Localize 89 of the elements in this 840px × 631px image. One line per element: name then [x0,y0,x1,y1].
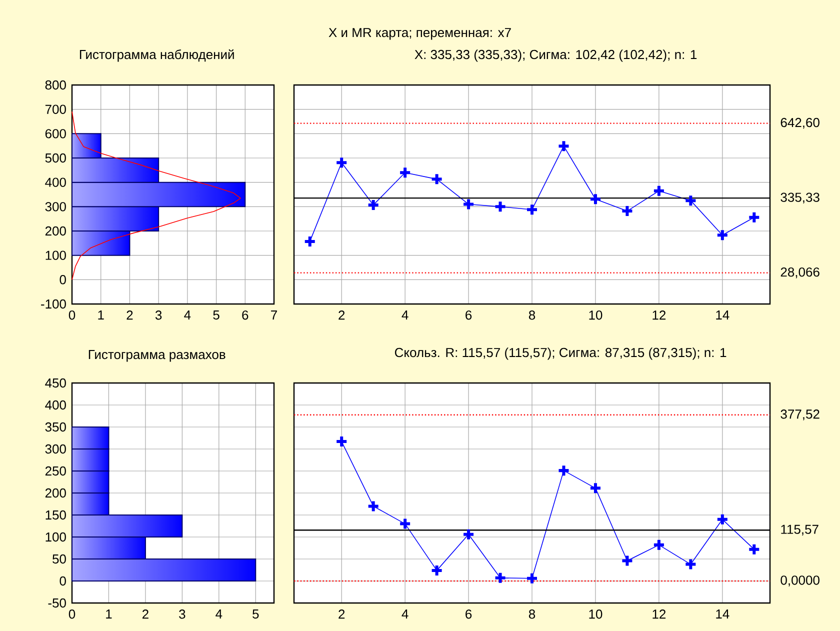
ref-line-label: 115,57 [781,524,818,536]
point [430,564,444,577]
point [366,500,380,513]
y-tick-label: 500 [45,153,66,163]
y-tick-label: 300 [45,444,66,454]
y-tick-label: 250 [45,466,66,476]
y-tick-label: 200 [45,226,66,236]
x-tick-label: 12 [652,310,666,320]
ref-line-label: 377,52 [780,410,820,420]
point [716,512,729,526]
y-tick-label: 450 [45,378,66,388]
point [620,204,634,218]
point [494,571,507,584]
ref-line-label: 642,60 [780,118,820,129]
x-tick-label: 12 [652,610,666,619]
x-tick-label: 8 [528,610,536,619]
x-tick-label: 4 [402,310,408,320]
x-tick-label: 4 [216,610,222,618]
point [526,572,539,585]
point [684,558,698,571]
y-tick-label: -100 [41,299,66,309]
x-tick-label: 4 [402,610,408,618]
point [335,435,348,448]
x-tick-label: 4 [184,310,191,320]
point [303,234,316,248]
point [430,172,444,186]
point [557,464,570,478]
y-tick-label: 600 [45,129,66,138]
point [366,198,380,212]
x-tick-label: 7 [271,310,277,320]
chart-title: Гистограмма размахов [88,350,226,362]
point [588,192,602,206]
point [684,194,698,208]
point [557,140,570,153]
y-tick-label: 400 [45,400,66,410]
point [398,166,412,180]
x-tick-label: 2 [126,310,133,320]
point [335,156,348,170]
y-tick-label: 100 [46,250,66,260]
y-tick-label: 50 [52,554,66,564]
y-tick-label: 350 [45,422,66,432]
point [716,228,729,242]
x-tick-label: 14 [716,310,730,320]
chart-subtitle: X: 335,33 (335,33); Сигма: 102,42 (102,42); n: 1 [414,50,697,62]
y-tick-label: 150 [46,510,66,520]
point [398,517,412,530]
y-tick-label: 200 [45,488,66,498]
x-tick-label: 3 [179,610,186,619]
x-tick-label: 10 [589,310,602,320]
ref-line-label: 335,33 [780,192,820,204]
x-tick-label: 6 [466,610,472,619]
point [494,200,507,214]
x-tick-label: 0 [68,310,76,320]
y-tick-label: 300 [45,202,66,212]
x-tick-label: 2 [142,610,148,619]
ref-line-label: 28,066 [780,267,820,278]
x-tick-label: 8 [528,310,536,320]
point [652,538,666,552]
y-tick-label: 800 [45,80,66,90]
chart-title: Скольз. R: 115,57 (115,57); Сигма: 87,315 (87,315); n: 1 [394,348,726,360]
point [588,482,602,495]
x-tick-label: 1 [98,310,104,320]
y-tick-label: 0 [60,275,66,284]
x-tick-label: 10 [589,610,602,619]
y-tick-label: 0 [60,576,66,586]
y-tick-label: 400 [45,178,66,187]
ref-line-label: 0,0000 [780,576,820,586]
x-tick-label: 6 [466,310,472,320]
x-tick-label: 5 [213,310,220,320]
y-tick-label: -50 [48,598,66,608]
x-tick-label: 3 [155,310,162,320]
point [462,528,476,541]
x-tick-label: 6 [242,310,248,320]
point [652,184,666,198]
point [748,542,761,556]
y-tick-label: 700 [45,104,66,114]
x-tick-label: 5 [252,610,259,619]
y-tick-label: 100 [46,532,66,542]
x-tick-label: 2 [338,610,345,619]
point [462,198,476,211]
x-tick-label: 1 [106,610,112,618]
x-tick-label: 0 [68,610,76,619]
chart-title: Гистограмма наблюдений [80,49,234,62]
chart-title: X и MR карта; переменная: x7 [328,28,511,40]
point [620,554,634,568]
x-tick-label: 2 [338,310,345,320]
point [526,203,539,216]
point [748,210,761,224]
x-tick-label: 14 [716,610,730,618]
